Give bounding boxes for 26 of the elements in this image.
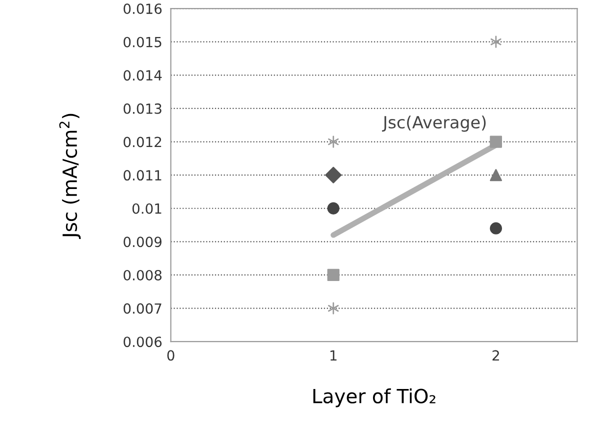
- y-tick-label: 0.016: [124, 4, 162, 14]
- point: [490, 222, 502, 234]
- x-tick-label: 2: [492, 350, 499, 360]
- y-tick-label: 0.012: [124, 136, 162, 148]
- y-tick-label: 0.011: [124, 170, 162, 181]
- point: [325, 166, 342, 184]
- y-tick-label: 0.006: [124, 336, 162, 348]
- y-tick-label: 0.014: [124, 70, 162, 81]
- point: [490, 36, 502, 48]
- y-tick-label: 0.009: [124, 236, 162, 248]
- point: [328, 136, 339, 148]
- x-tick-label: 0: [167, 350, 174, 361]
- y-tick-label: 0.015: [124, 36, 162, 48]
- y-axis-title: Jsc (mA/cm$^{2}$): [59, 114, 81, 239]
- y-tick-label: 0.01: [132, 203, 162, 214]
- point: [490, 136, 502, 148]
- x-tick-label: 1: [330, 350, 337, 360]
- point: [327, 202, 340, 214]
- annotation: Jsc(Average): [382, 116, 486, 132]
- point: [328, 302, 339, 314]
- y-tick-label: 0.008: [124, 270, 162, 280]
- y-tick-label: 0.007: [124, 303, 162, 314]
- point: [327, 268, 340, 282]
- y-tick-label: 0.013: [124, 103, 162, 114]
- x-axis-title: Layer of TiO₂: [313, 388, 436, 408]
- point: [490, 168, 502, 182]
